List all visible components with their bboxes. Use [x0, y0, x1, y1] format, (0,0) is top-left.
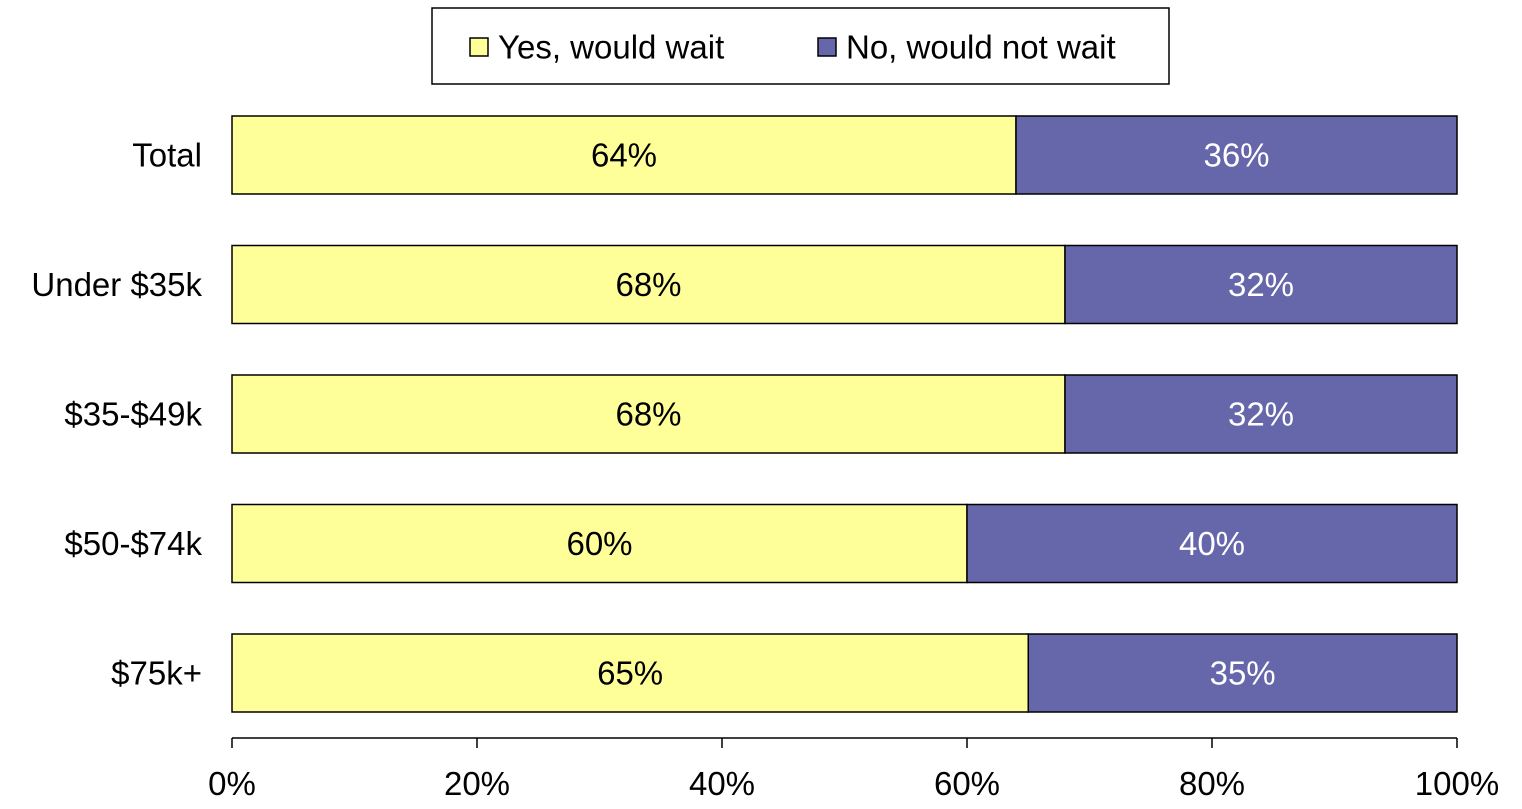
legend: Yes, would wait No, would not wait [432, 8, 1169, 84]
category-label: $35-$49k [64, 396, 202, 433]
legend-label: Yes, would wait [498, 29, 724, 66]
legend-swatch [818, 38, 836, 56]
category-label: $50-$74k [64, 525, 202, 562]
legend-swatch [470, 38, 488, 56]
x-axis: 0% 20% 40% 60% 80% 100% [208, 738, 1499, 802]
category-label: $75k+ [111, 655, 202, 692]
x-tick-label: 0% [208, 765, 256, 802]
data-label: 36% [1203, 137, 1269, 174]
data-label: 60% [566, 525, 632, 562]
x-tick-label: 20% [444, 765, 510, 802]
x-tick-label: 80% [1179, 765, 1245, 802]
x-tick-label: 100% [1415, 765, 1499, 802]
data-label: 68% [615, 266, 681, 303]
data-label: 32% [1228, 266, 1294, 303]
data-label: 40% [1179, 525, 1245, 562]
x-tick-label: 40% [689, 765, 755, 802]
x-tick-label: 60% [934, 765, 1000, 802]
data-label: 35% [1210, 655, 1276, 692]
legend-label: No, would not wait [846, 29, 1116, 66]
category-label: Under $35k [31, 266, 202, 303]
plot-area: Total 64% 36% Under $35k 68% 32% $35-$49k 68% 32… [31, 116, 1457, 712]
category-label: Total [132, 137, 202, 174]
data-label: 32% [1228, 396, 1294, 433]
data-label: 64% [591, 137, 657, 174]
data-label: 68% [615, 396, 681, 433]
data-label: 65% [597, 655, 663, 692]
